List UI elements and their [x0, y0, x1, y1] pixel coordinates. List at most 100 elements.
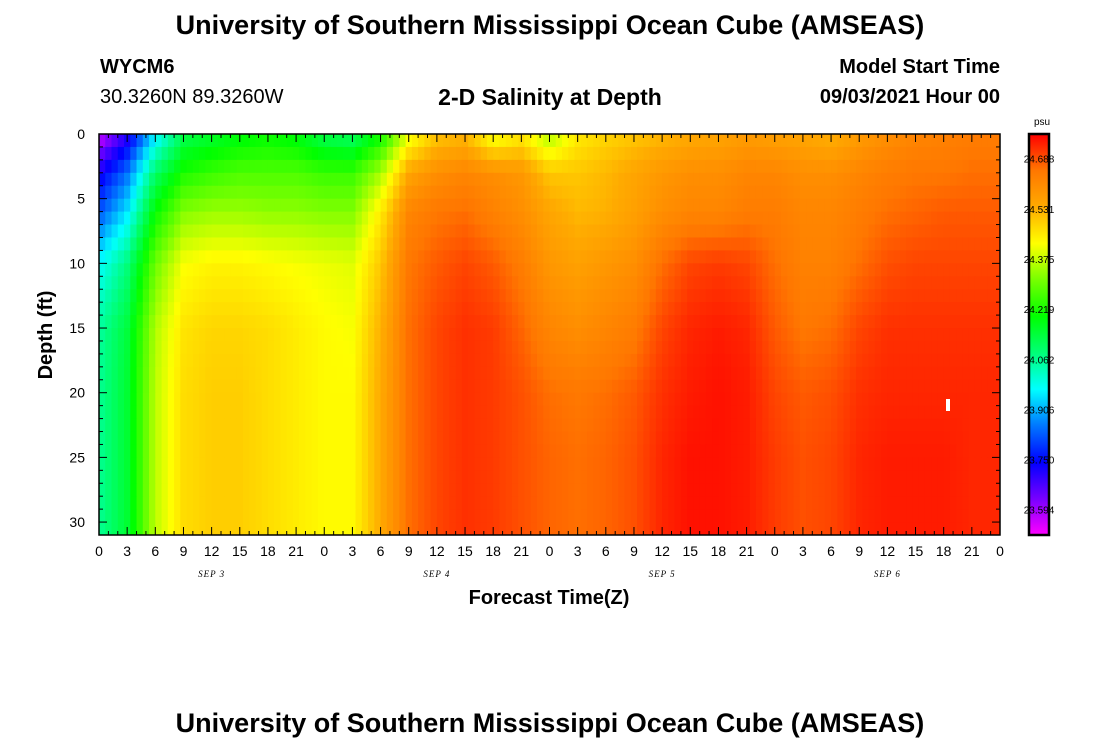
heatmap-cell [443, 340, 450, 355]
heatmap-cell [837, 444, 845, 458]
heatmap-cell [730, 224, 738, 239]
heatmap-cell [236, 198, 244, 213]
heatmap-cell [587, 185, 594, 200]
heatmap-cell [862, 340, 870, 355]
heatmap-cell [824, 353, 832, 368]
heatmap-cell [806, 340, 813, 355]
heatmap-cell [111, 522, 119, 535]
heatmap-cell [974, 134, 982, 148]
heatmap-cell [624, 522, 632, 535]
heatmap-cell [549, 263, 557, 277]
heatmap-cell [292, 366, 300, 381]
heatmap-cell [712, 185, 720, 200]
heatmap-cell [518, 353, 526, 368]
heatmap-cell [768, 185, 776, 200]
heatmap-cell [336, 418, 344, 433]
heatmap-cell [993, 509, 1000, 523]
heatmap-cell [949, 470, 957, 484]
heatmap-cell [762, 522, 770, 535]
heatmap-cell [749, 509, 757, 523]
heatmap-cell [737, 405, 745, 420]
heatmap-cell [705, 289, 713, 303]
heatmap-cell [580, 211, 588, 226]
heatmap-cell [912, 392, 920, 407]
heatmap-cell [743, 159, 751, 174]
heatmap-cell [480, 431, 488, 446]
heatmap-cell [918, 470, 926, 484]
heatmap-cell [186, 289, 194, 303]
heatmap-cell [799, 159, 807, 174]
heatmap-cell [543, 444, 551, 458]
heatmap-cell [236, 470, 244, 484]
heatmap-cell [774, 366, 782, 381]
heatmap-cell [580, 146, 588, 161]
heatmap-cell [393, 470, 400, 484]
heatmap-cell [449, 496, 457, 510]
x-tick-label: 12 [204, 543, 220, 559]
heatmap-cell [186, 185, 194, 200]
heatmap-cell [574, 340, 582, 355]
heatmap-cell [818, 457, 826, 471]
chart-title: 2-D Salinity at Depth [438, 84, 662, 110]
heatmap-cell [956, 379, 964, 394]
heatmap-cell [906, 366, 914, 381]
heatmap-cell [280, 418, 288, 433]
heatmap-cell [311, 198, 319, 213]
heatmap-cell [974, 457, 982, 471]
heatmap-cell [843, 522, 851, 535]
heatmap-cell [368, 250, 375, 264]
heatmap-cell [787, 302, 795, 316]
heatmap-cell [612, 276, 619, 290]
x-tick-label: 18 [936, 543, 952, 559]
heatmap-cell [831, 134, 838, 148]
heatmap-cell [643, 198, 651, 213]
heatmap-cell [899, 159, 907, 174]
heatmap-cell [693, 418, 701, 433]
heatmap-cell [662, 392, 669, 407]
heatmap-cell [361, 496, 369, 510]
heatmap-cell [849, 315, 857, 329]
heatmap-cell [555, 444, 563, 458]
heatmap-cell [637, 146, 644, 161]
heatmap-cell [868, 172, 876, 187]
x-tick-label: 6 [602, 543, 610, 559]
heatmap-cell [705, 418, 713, 433]
heatmap-cell [324, 328, 332, 342]
heatmap-cell [943, 146, 951, 161]
heatmap-cell [862, 159, 870, 174]
heatmap-cell [949, 302, 957, 316]
heatmap-cell [474, 185, 482, 200]
heatmap-cell [261, 276, 269, 290]
heatmap-cell [755, 444, 763, 458]
heatmap-cell [699, 457, 707, 471]
heatmap-cell [430, 379, 438, 394]
heatmap-cell [117, 496, 125, 510]
heatmap-cell [368, 496, 375, 510]
heatmap-cell [818, 496, 826, 510]
heatmap-cell [117, 276, 125, 290]
heatmap-cell [593, 263, 601, 277]
heatmap-cell [349, 366, 357, 381]
heatmap-cell [881, 237, 888, 252]
heatmap-cell [668, 134, 676, 148]
heatmap-cell [693, 185, 701, 200]
heatmap-cell [906, 353, 914, 368]
heatmap-cell [236, 250, 244, 264]
heatmap-cell [643, 496, 651, 510]
heatmap-cell [924, 172, 932, 187]
heatmap-cell [781, 405, 788, 420]
x-tick-label: 21 [739, 543, 755, 559]
heatmap-cell [899, 237, 907, 252]
heatmap-cell [680, 134, 688, 148]
heatmap-cell [199, 289, 206, 303]
heatmap-cell [730, 146, 738, 161]
heatmap-cell [380, 522, 388, 535]
heatmap-cell [418, 405, 425, 420]
heatmap-cell [499, 134, 507, 148]
heatmap-cell [330, 509, 338, 523]
heatmap-cell [856, 146, 863, 161]
heatmap-cell [292, 237, 300, 252]
heatmap-cell [255, 379, 263, 394]
heatmap-cell [474, 379, 482, 394]
heatmap-cell [743, 366, 751, 381]
